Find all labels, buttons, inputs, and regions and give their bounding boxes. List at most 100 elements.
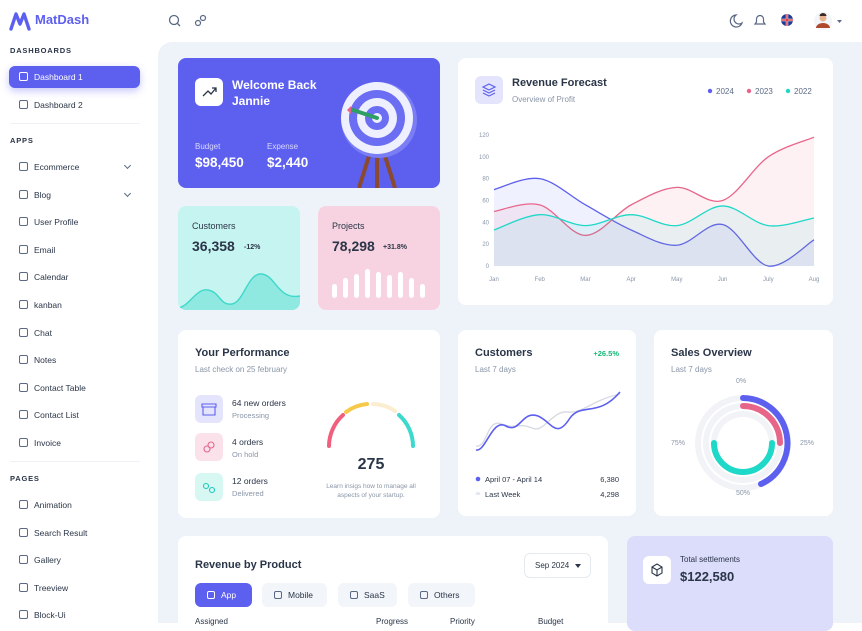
legend-label: 2024 bbox=[716, 87, 734, 96]
card-title: Customers bbox=[475, 347, 533, 359]
section-title: DASHBOARDS bbox=[10, 46, 72, 55]
nav-label: Block-Ui bbox=[34, 610, 66, 621]
nav-icon bbox=[19, 272, 28, 282]
card-title: Revenue by Product bbox=[195, 559, 302, 571]
nav-item[interactable]: User Profile bbox=[9, 211, 140, 233]
tab-label: Mobile bbox=[288, 590, 314, 600]
settlement-value: $122,580 bbox=[680, 569, 735, 584]
nav-label: Gallery bbox=[34, 555, 61, 566]
order-title: 12 orders bbox=[232, 476, 268, 486]
legend-dot bbox=[746, 88, 752, 94]
nav-icon bbox=[19, 438, 28, 447]
tab-icon bbox=[420, 591, 428, 599]
column-header: Assigned bbox=[195, 617, 228, 626]
nav-item[interactable]: Blog bbox=[9, 184, 140, 206]
kpi-change: +31.8% bbox=[383, 244, 407, 251]
nav-icon bbox=[19, 582, 28, 592]
legend-label: 2022 bbox=[794, 87, 812, 96]
tab[interactable]: App bbox=[195, 583, 252, 607]
card-icon bbox=[475, 76, 503, 104]
y-tick-label: 120 bbox=[479, 133, 490, 139]
period-dropdown[interactable]: Sep 2024 bbox=[524, 553, 591, 578]
tab[interactable]: SaaS bbox=[338, 583, 397, 607]
period-label: Sep 2024 bbox=[535, 561, 570, 570]
nav-item[interactable]: Block-Ui bbox=[9, 604, 140, 626]
nav-item[interactable]: Contact Table bbox=[9, 377, 140, 399]
x-tick-label: Feb bbox=[535, 277, 546, 283]
nav-icon bbox=[19, 382, 28, 392]
nav-item[interactable]: Calendar bbox=[9, 266, 140, 288]
nav-item[interactable]: Ecommerce bbox=[9, 156, 140, 178]
nav-label: Email bbox=[34, 244, 56, 255]
toolbar-right[interactable] bbox=[724, 10, 849, 32]
stat-label: Expense bbox=[267, 142, 299, 151]
nav-icon bbox=[19, 99, 28, 109]
nav-label: Chat bbox=[34, 327, 52, 338]
nav-icon bbox=[19, 555, 28, 565]
legend-dots bbox=[475, 476, 481, 495]
card-title: Sales Overview bbox=[671, 347, 752, 359]
column-header: Progress bbox=[376, 617, 409, 626]
nav-item[interactable]: Search Result bbox=[9, 522, 140, 544]
nav-item[interactable]: kanban bbox=[9, 294, 140, 316]
nav-item[interactable]: Invoice bbox=[9, 432, 140, 454]
y-tick-label: 80 bbox=[482, 177, 489, 183]
settlements-card: Total settlements $122,580 bbox=[627, 536, 833, 631]
series-area bbox=[494, 178, 814, 267]
nav-item[interactable]: Chat bbox=[9, 322, 140, 344]
kpi-wave bbox=[178, 273, 300, 310]
nav-item[interactable]: Contact List bbox=[9, 404, 140, 426]
nav-item[interactable]: Dashboard 2 bbox=[9, 94, 140, 116]
nav-label: Dashboard 2 bbox=[34, 99, 83, 110]
order-icons bbox=[195, 395, 223, 501]
tab-icon bbox=[207, 591, 215, 599]
order-title: 4 orders bbox=[232, 437, 264, 447]
nav-item[interactable]: Animation bbox=[9, 494, 140, 516]
legend-label: Last Week bbox=[485, 490, 521, 499]
kpi-change: -12% bbox=[244, 244, 261, 251]
tab-label: App bbox=[221, 590, 237, 600]
nav-label: Animation bbox=[34, 500, 72, 510]
logo-icon bbox=[9, 12, 31, 31]
kpi-bars bbox=[332, 269, 425, 298]
tab[interactable]: Others bbox=[408, 583, 475, 607]
nav-icon bbox=[19, 162, 28, 171]
tab-label: Others bbox=[434, 590, 460, 600]
series-line bbox=[493, 177, 815, 267]
nav-item[interactable]: Notes bbox=[9, 349, 140, 371]
gauge-note: Learn insigs how to manage all aspects o… bbox=[326, 483, 416, 499]
x-tick-label: July bbox=[763, 277, 774, 283]
chevron bbox=[123, 161, 132, 170]
nav-label: Notes bbox=[34, 355, 57, 366]
kpi-card: Customers 36,358 -12% bbox=[178, 206, 300, 310]
tab-label: SaaS bbox=[364, 590, 385, 600]
nav-label: Blog bbox=[34, 189, 52, 200]
nav-icon bbox=[19, 355, 28, 365]
nav-label: Search Result bbox=[34, 527, 88, 538]
toolbar-left[interactable] bbox=[166, 12, 216, 30]
nav-item[interactable]: Email bbox=[9, 239, 140, 261]
legend-value: 6,380 bbox=[600, 475, 619, 484]
nav-label: Calendar bbox=[34, 272, 69, 283]
customers-sparkline bbox=[475, 391, 621, 451]
y-tick-label: 0 bbox=[486, 264, 490, 270]
gauge-value: 275 bbox=[357, 456, 385, 473]
x-tick-label: Aug bbox=[809, 277, 820, 283]
nav-item[interactable]: Gallery bbox=[9, 549, 140, 571]
x-tick-label: Mar bbox=[580, 277, 590, 283]
revenue-forecast-card: Revenue Forecast Overview of Profit 0 20 4… bbox=[458, 58, 833, 305]
nav-item[interactable]: Dashboard 1 bbox=[9, 66, 140, 88]
order-status: Delivered bbox=[232, 489, 264, 498]
nav-icon bbox=[19, 610, 28, 620]
tab-icon bbox=[274, 591, 282, 599]
stat-label: Budget bbox=[195, 142, 221, 151]
nav-icon bbox=[19, 500, 28, 509]
card-subtitle: Last 7 days bbox=[475, 365, 516, 374]
nav-item[interactable]: Treeview bbox=[9, 577, 140, 599]
chart-title: Revenue Forecast bbox=[512, 77, 607, 89]
card-icon bbox=[643, 556, 671, 584]
tab[interactable]: Mobile bbox=[262, 583, 327, 607]
legend-dot bbox=[707, 88, 713, 94]
brand[interactable]: MatDash bbox=[35, 12, 90, 27]
nav-label: kanban bbox=[34, 300, 62, 310]
